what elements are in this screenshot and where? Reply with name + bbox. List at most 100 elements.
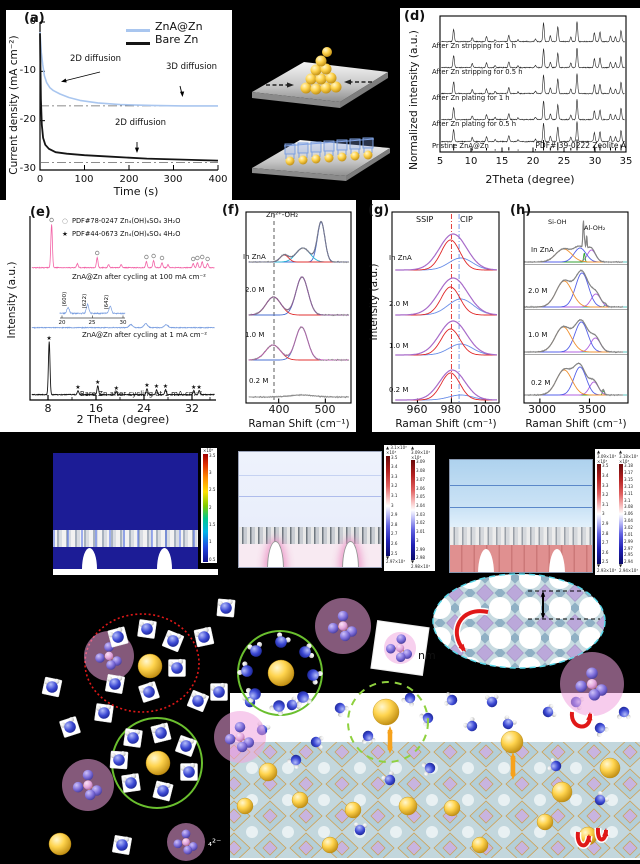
sim2-field [238, 451, 382, 568]
panel-g-chart [391, 211, 500, 404]
panel-h-trace-0: In ZnA [531, 246, 554, 254]
annotation-2d-diffusion-top: 2D diffusion [70, 54, 122, 64]
panel-e-trace-pink-label: ZnA@Zn after cycling at 100 mA cm⁻² [72, 273, 206, 281]
sim3-zn-nucleus [478, 549, 494, 572]
panel-h-annotation-sioh: Si-OH [548, 218, 567, 226]
panel-d-chart [439, 15, 627, 153]
panel-e-legend-1: PDF#44-0673 Zn₄(OH)₆SO₄ 4H₂O [72, 230, 181, 238]
svg-text:★: ★ [154, 383, 159, 390]
sim2-colorbar2-gradient [411, 460, 415, 561]
panel-d-trace-1: After Zn stripping for 0.5 h [432, 68, 523, 76]
panel-a-xlabel: Time (s) [113, 185, 159, 198]
panel-h-xtick-1: 3500 [578, 403, 606, 416]
zn-deposition-schematic [252, 47, 390, 181]
sim3-colorbar2-gradient [619, 464, 623, 565]
panel-a-ytick-0: 0 [29, 16, 36, 27]
panel-e-legend-0: PDF#78-0247 Zn₄(OH)₆SO₄ 3H₂O [72, 217, 181, 225]
panel-h-trace-3: 0.2 M [531, 379, 551, 387]
sim3-substrate [450, 545, 592, 572]
svg-text:★: ★ [163, 383, 168, 390]
sim1-field [53, 453, 198, 569]
panel-h-trace-2: 1.0 M [528, 331, 548, 339]
panel-g-trace-0: In ZnA [389, 254, 412, 262]
panel-g-label: (g) [368, 203, 390, 218]
panel-g-xtick-2: 1000 [473, 403, 501, 416]
sim3-colorbar2-header: ×10³ [619, 458, 630, 464]
panel-d-trace-0: After Zn stripping for 1 h [432, 42, 517, 50]
sim3-colorbars: ▲ 3.09×10³ ×10³ 3.5 3.4 3.3 3.2 3.1 3 2.9 2.8 2.… [595, 449, 640, 575]
sim2-contour-line [239, 475, 381, 476]
panel-a-xtick-1: 100 [74, 174, 94, 185]
sim1-colorbar: ×10⁵ 3.5 3 2.5 2 1.5 1 0.5 [201, 448, 218, 563]
sim2-colorbar1-max: ▲ 3.1×10³ [386, 445, 407, 450]
sim3-colorbar2-min: ▼ 2.94×10³ [619, 563, 638, 574]
panel-e-inset-peak-1: (622) [82, 293, 89, 309]
sim2-colorbar1-gradient [386, 455, 390, 556]
panel-e-inset-xtick-0: 20 [58, 320, 66, 326]
panel-g-ylabel: Intensity (a.u.) [367, 263, 380, 341]
panel-a-label: (a) [24, 11, 45, 26]
panel-g-trace-3: 0.2 M [389, 386, 409, 394]
panel-e-label: (e) [30, 205, 51, 220]
panel-d-xtick-6: 35 [619, 156, 633, 167]
simulation-panel-1: ×10⁵ 3.5 3 2.5 2 1.5 1 0.5 [53, 443, 221, 573]
row2-divider [356, 200, 372, 432]
sim1-bottom-strip [53, 569, 218, 576]
panel-h-xlabel: Raman Shift (cm⁻¹) [525, 418, 627, 430]
annotation-2d-diffusion-bottom: 2D diffusion [115, 118, 167, 128]
panel-e-legend-0-marker: ○ [62, 217, 68, 225]
legend-label-znazn: ZnA@Zn [155, 20, 203, 33]
svg-text:★: ★ [196, 384, 201, 391]
sim2-colorbar1-header: ×10³ [386, 449, 397, 455]
row2-background [0, 200, 640, 432]
legend-line-barezn [126, 42, 150, 45]
sim3-field [449, 459, 593, 573]
panel-d-xtick-1: 10 [464, 156, 478, 167]
panel-a-ytick-2: -20 [19, 114, 36, 125]
panel-h-chart [523, 211, 629, 404]
panel-f-trace-2: 1.0 M [245, 331, 265, 339]
panel-g-xtick-0: 960 [406, 403, 428, 416]
sim1-zn-nucleus [82, 548, 97, 569]
panel-e-ylabel: Intensity (a.u.) [5, 261, 18, 339]
sim1-colorbar-header: ×10⁵ [203, 448, 214, 453]
panel-e-xtick-2: 24 [137, 402, 151, 415]
panel-f-trace-0: In ZnA [243, 253, 266, 261]
mechanism-schematic [0, 573, 640, 864]
panel-e-xtick-0: 8 [44, 402, 52, 415]
panel-g-trace-2: 1.0 M [389, 342, 409, 350]
panel-e-trace-black-label: Bare Zn after cycling at 1 mA cm⁻² [79, 390, 203, 398]
panel-h-xtick-0: 3000 [528, 403, 556, 416]
sim3-coating-band [450, 527, 592, 546]
panel-d-ylabel: Normalized intensity (a.u.) [407, 30, 420, 170]
panel-a-ytick-3: -30 [19, 163, 36, 174]
sim2-colorbars: ▲ 3.1×10³ ×10³ 3.5 3.4 3.3 3.2 3.1 3 2.9 2.8 2.7… [384, 445, 435, 571]
svg-text:★: ★ [114, 385, 119, 392]
annotation-3d-diffusion: 3D diffusion [166, 62, 218, 72]
sim1-colorbar-gradient [203, 453, 208, 562]
panel-e-inset-xtick-1: 25 [88, 320, 96, 326]
panel-d-label: (d) [404, 9, 426, 24]
sulfate-anion-label: ₄²⁻ [208, 838, 222, 849]
panel-e-xlabel: 2 Theta (degree) [76, 413, 170, 426]
sim3-contour-line [450, 507, 592, 509]
panel-g-xtick-1: 980 [440, 403, 462, 416]
panel-f-trace-3: 0.2 M [249, 377, 269, 385]
simulation-panel-3: ▲ 3.09×10³ ×10³ 3.5 3.4 3.3 3.2 3.1 3 2.9 2.8 2.… [449, 443, 640, 575]
sim2-coating-band [239, 526, 381, 544]
panel-h-trace-1: 2.0 M [528, 287, 548, 295]
panel-h-label: (h) [510, 203, 532, 218]
panel-d-xtick-2: 15 [495, 156, 509, 167]
legend-line-znazn [126, 29, 150, 32]
panel-d-xtick-4: 25 [557, 156, 571, 167]
sim3-colorbar1-min: ▼ 2.93×10³ [597, 563, 616, 574]
panel-h-annotation-aloh2: Al-OH₂ [584, 224, 606, 232]
panel-d-reference: PDF# 39-0222 Zeolite A [535, 141, 626, 150]
panel-a-ytick-1: -10 [19, 65, 36, 76]
panel-f-annotation: Zn²⁺-OH₂ [266, 211, 299, 219]
panel-g-region-ssip: SSIP [416, 215, 434, 224]
panel-e-inset-peak-2: (642) [104, 294, 111, 310]
panel-f-trace-1: 2.0 M [245, 286, 265, 294]
panel-g-region-cip: CIP [460, 215, 473, 224]
